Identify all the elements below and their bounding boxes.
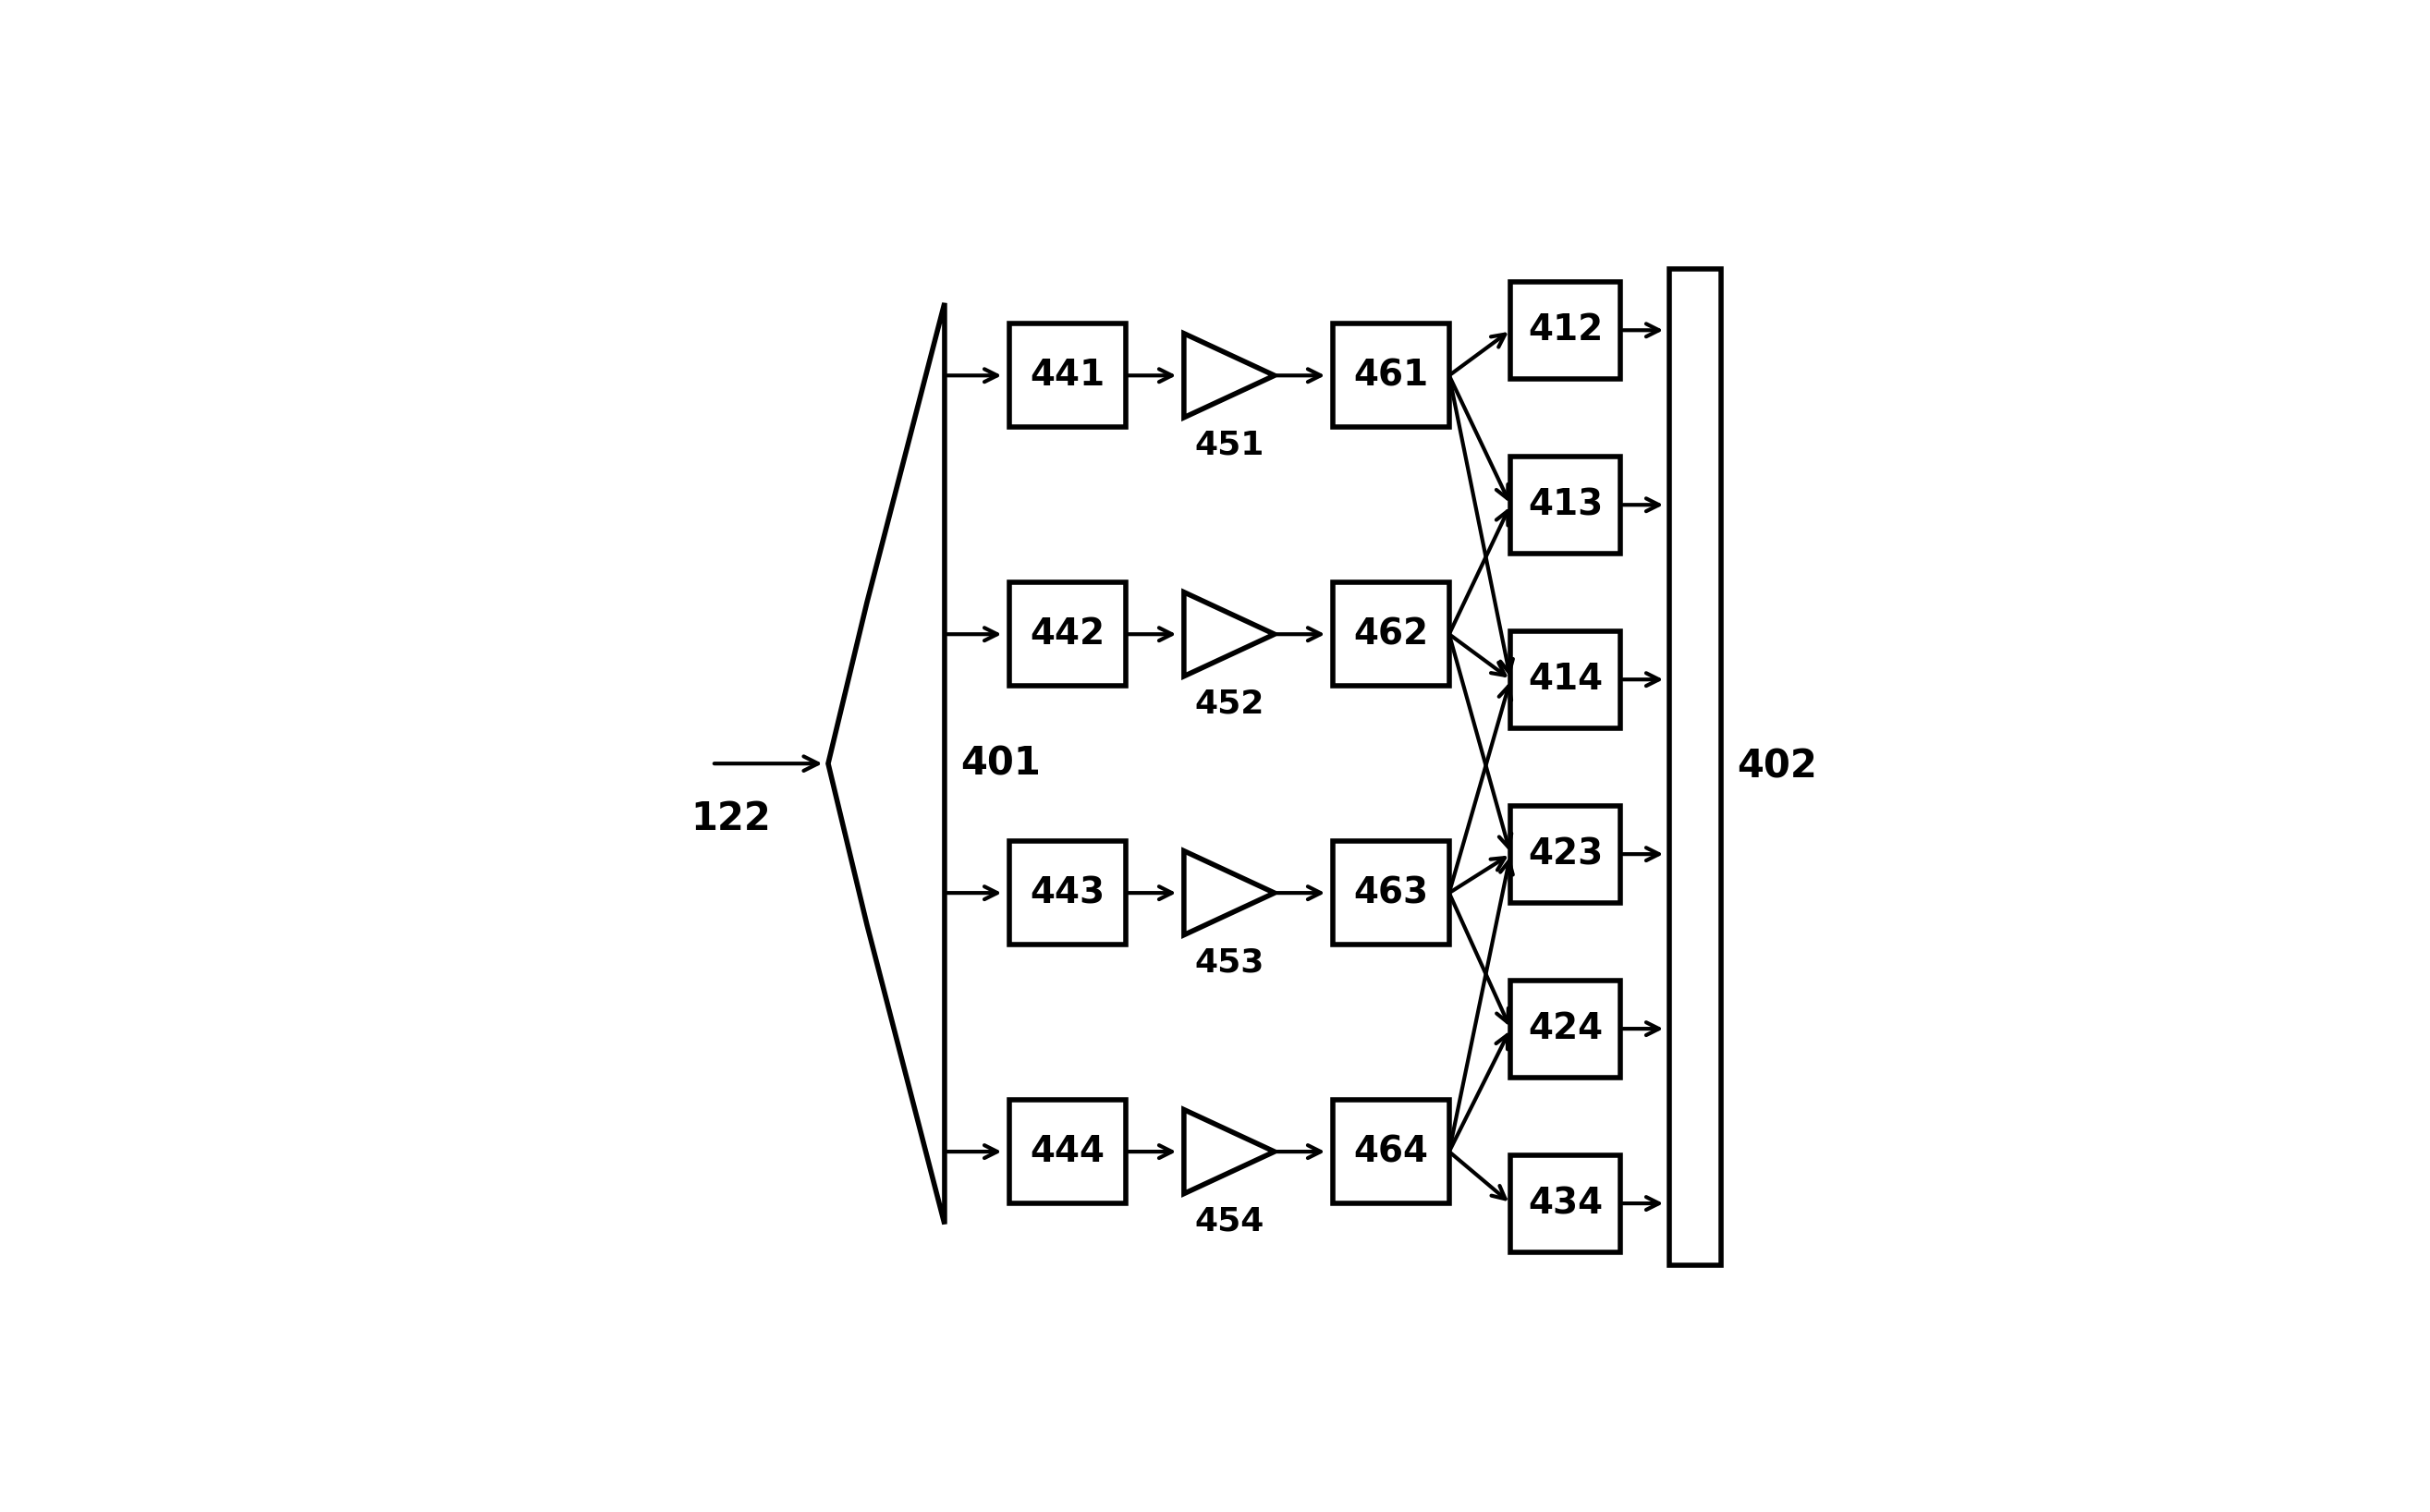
Text: 451: 451: [1196, 429, 1264, 461]
Text: 424: 424: [1528, 1012, 1604, 1046]
Text: 462: 462: [1354, 617, 1429, 652]
Text: 401: 401: [960, 744, 1040, 783]
Bar: [1008, 841, 1125, 945]
Bar: [1332, 1099, 1448, 1204]
Polygon shape: [1183, 334, 1273, 417]
Text: 444: 444: [1030, 1134, 1106, 1169]
Bar: [1511, 631, 1621, 727]
Bar: [1511, 980, 1621, 1077]
Text: 464: 464: [1354, 1134, 1429, 1169]
Bar: [1511, 806, 1621, 903]
Bar: [1511, 281, 1621, 378]
Text: 413: 413: [1528, 487, 1604, 523]
Text: 122: 122: [690, 800, 770, 838]
Bar: [1008, 324, 1125, 428]
Text: 402: 402: [1737, 747, 1818, 786]
Text: 442: 442: [1030, 617, 1106, 652]
Bar: [1511, 457, 1621, 553]
Polygon shape: [1183, 1110, 1273, 1193]
Bar: [1332, 841, 1448, 945]
Bar: [1332, 324, 1448, 428]
Text: 453: 453: [1196, 947, 1264, 978]
Bar: [1669, 269, 1720, 1266]
Text: 423: 423: [1528, 836, 1604, 872]
Text: 461: 461: [1354, 358, 1429, 393]
Text: 443: 443: [1030, 875, 1106, 910]
Text: 412: 412: [1528, 313, 1604, 348]
Text: 441: 441: [1030, 358, 1106, 393]
Text: 452: 452: [1196, 688, 1264, 720]
Text: 454: 454: [1196, 1205, 1264, 1237]
Text: 414: 414: [1528, 662, 1604, 697]
Bar: [1008, 1099, 1125, 1204]
Bar: [1332, 582, 1448, 686]
Text: 463: 463: [1354, 875, 1429, 910]
Polygon shape: [829, 302, 945, 1225]
Bar: [1008, 582, 1125, 686]
Polygon shape: [1183, 851, 1273, 934]
Polygon shape: [1183, 593, 1273, 676]
Bar: [1511, 1155, 1621, 1252]
Text: 434: 434: [1528, 1185, 1604, 1222]
